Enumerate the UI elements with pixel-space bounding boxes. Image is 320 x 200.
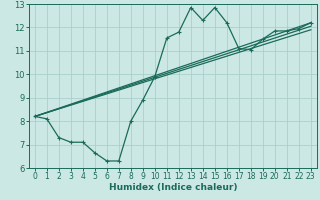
X-axis label: Humidex (Indice chaleur): Humidex (Indice chaleur) [108,183,237,192]
